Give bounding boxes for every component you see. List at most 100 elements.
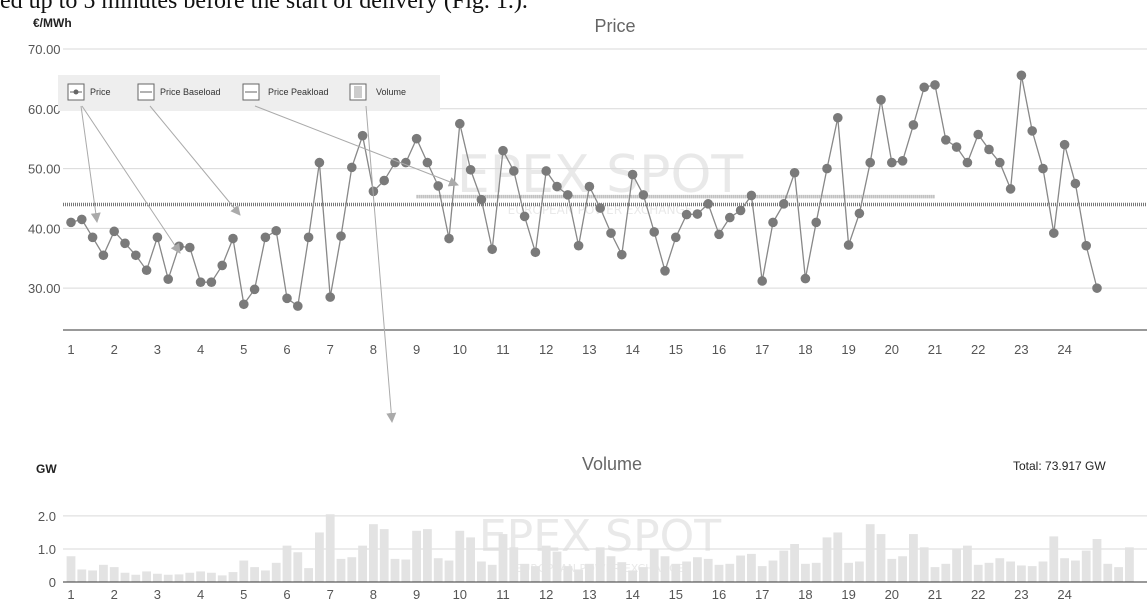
volume-bar	[379, 529, 389, 582]
price-legend: Price Price Baseload Price Peakload Volu…	[58, 75, 440, 111]
volume-bar	[369, 524, 378, 582]
volume-bar	[984, 562, 994, 582]
price-point	[433, 181, 444, 191]
price-x-tick-label: 16	[712, 342, 726, 357]
volume-bar	[174, 574, 184, 582]
price-point	[120, 238, 130, 249]
volume-bar	[865, 524, 875, 582]
volume-bar	[239, 560, 249, 582]
volume-bar	[347, 557, 357, 582]
price-point	[1059, 139, 1070, 150]
volume-bar	[1027, 566, 1037, 582]
volume-bar	[585, 563, 594, 582]
arrow-peakload	[254, 105, 459, 187]
price-x-tick-label: 11	[496, 342, 510, 357]
price-point	[498, 145, 508, 156]
volume-x-axis: 1 2 3 4 5 6 7 8 9 10 11 12 13 14 15 16 17 18 19 20 21 22 23 24	[67, 587, 1071, 602]
price-point	[1005, 184, 1016, 194]
price-point	[1038, 163, 1048, 174]
price-x-tick-label: 8	[370, 342, 377, 357]
price-point	[379, 175, 390, 186]
price-point	[822, 163, 832, 174]
price-point	[995, 157, 1005, 168]
price-point	[401, 157, 411, 168]
volume-x-tick-label: 22	[971, 587, 985, 602]
price-point	[519, 211, 530, 222]
volume-bar	[466, 537, 475, 582]
arrow-volume	[365, 105, 397, 423]
price-point	[98, 250, 109, 261]
volume-bar	[1049, 536, 1059, 582]
volume-bar	[250, 567, 259, 582]
price-point	[833, 112, 843, 123]
volume-x-tick-label: 8	[370, 587, 377, 602]
price-x-tick-label: 24	[1057, 342, 1071, 357]
price-point	[131, 250, 141, 261]
volume-x-tick-label: 15	[669, 587, 683, 602]
volume-x-tick-label: 16	[712, 587, 726, 602]
price-point	[357, 130, 368, 141]
volume-bar	[304, 568, 313, 582]
price-y-axis: 30.00 40.00 50.00 60.00 70.00	[28, 42, 61, 296]
volume-bar	[1125, 547, 1134, 582]
volume-bar	[898, 556, 907, 582]
price-point	[746, 190, 757, 201]
price-x-tick-label: 21	[928, 342, 942, 357]
price-point	[703, 199, 713, 209]
document-text-fragment: ed up to 5 minutes before the start of d…	[0, 0, 528, 14]
volume-bar	[682, 561, 691, 582]
volume-x-tick-label: 7	[327, 587, 334, 602]
legend-item-volume[interactable]: Volume	[349, 83, 406, 101]
price-point	[228, 233, 238, 244]
volume-x-tick-label: 3	[154, 587, 161, 602]
price-x-tick-label: 14	[625, 342, 639, 357]
volume-bar	[973, 564, 983, 582]
volume-bar	[595, 547, 605, 582]
volume-bar	[963, 545, 972, 582]
volume-bar	[725, 563, 735, 582]
price-x-tick-label: 9	[413, 342, 420, 357]
legend-label-baseload: Price Baseload	[160, 87, 221, 97]
price-x-tick-label: 19	[841, 342, 855, 357]
volume-bar	[628, 570, 637, 582]
volume-x-tick-label: 23	[1014, 587, 1028, 602]
legend-item-price[interactable]: Price	[67, 83, 111, 101]
volume-bar	[952, 548, 961, 582]
volume-bar	[520, 563, 529, 582]
price-point	[422, 157, 433, 168]
volume-bar	[336, 558, 346, 582]
price-x-tick-label: 22	[971, 342, 985, 357]
volume-bar	[1103, 563, 1113, 582]
volume-bar	[887, 558, 897, 582]
volume-x-tick-label: 9	[413, 587, 420, 602]
price-point	[1092, 283, 1102, 293]
volume-bar	[617, 562, 627, 582]
price-point	[692, 209, 703, 219]
price-point	[1049, 228, 1059, 238]
volume-bar	[833, 532, 843, 582]
price-x-axis: 1 2 3 4 5 6 7 8 9 10 11 12 13 14 15 16 17 18 19 20 21 22 23 24	[67, 342, 1071, 357]
legend-item-peakload[interactable]: Price Peakload	[242, 83, 329, 101]
volume-bar	[703, 558, 713, 582]
price-point	[282, 293, 292, 304]
volume-y-tick-label: 1.0	[38, 542, 56, 557]
legend-item-baseload[interactable]: Price Baseload	[137, 83, 221, 101]
price-point	[854, 208, 865, 219]
volume-bar	[757, 566, 767, 582]
price-point	[908, 120, 919, 130]
volume-bar	[401, 559, 411, 582]
volume-bar	[444, 560, 454, 582]
volume-x-tick-label: 13	[582, 587, 596, 602]
volume-bar	[811, 562, 821, 582]
price-point	[768, 217, 778, 228]
price-point	[325, 292, 336, 302]
volume-bar	[455, 530, 465, 582]
volume-bar	[487, 564, 497, 582]
volume-x-tick-label: 11	[496, 587, 510, 602]
price-point	[509, 166, 519, 176]
price-x-tick-label: 7	[327, 342, 334, 357]
price-point	[347, 162, 357, 173]
volume-bar	[153, 573, 162, 582]
price-point	[185, 242, 195, 253]
volume-bar	[185, 572, 195, 582]
